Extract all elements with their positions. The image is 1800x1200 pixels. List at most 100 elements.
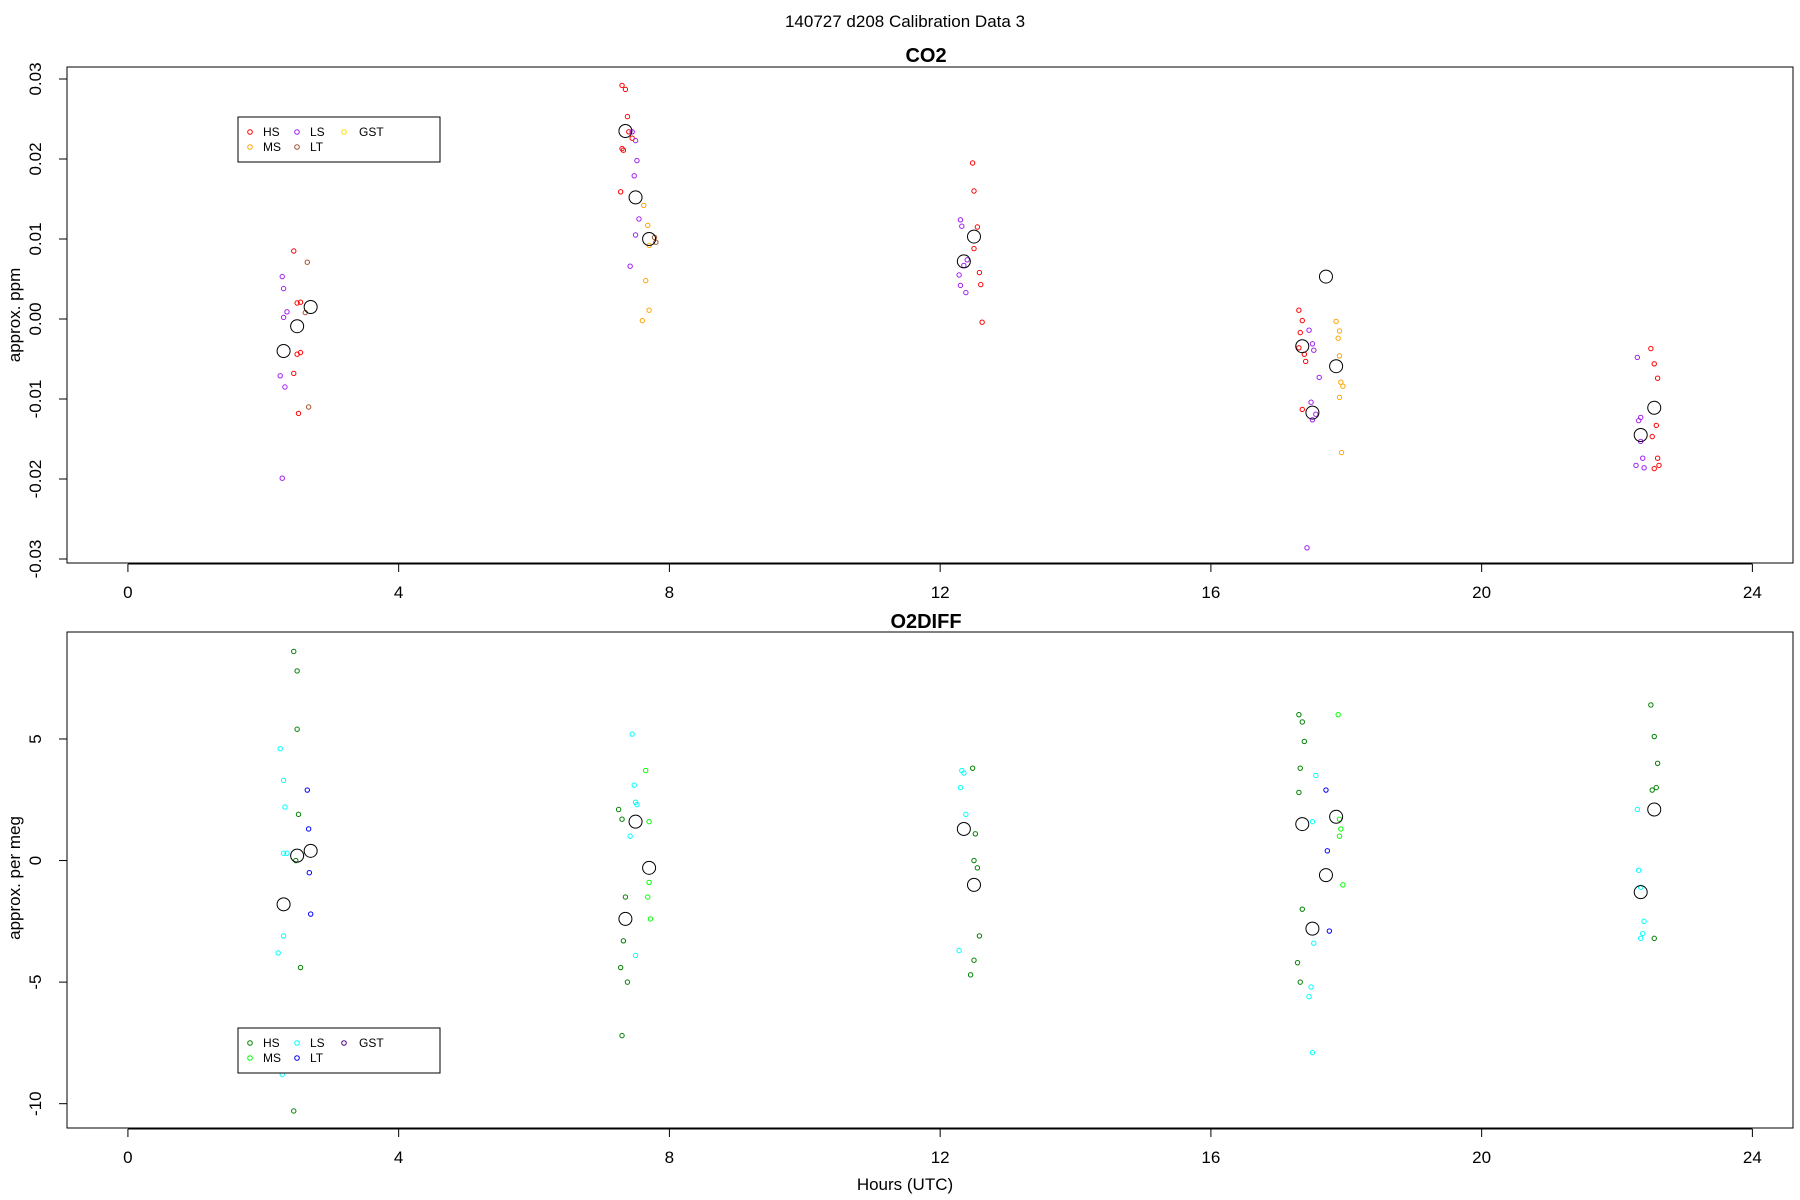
- o2diff-legend-marker-ls: [294, 1040, 300, 1046]
- o2diff-point-ls: [1635, 867, 1642, 873]
- co2-mean-point: [1305, 405, 1320, 420]
- co2-mean-point: [642, 232, 657, 246]
- co2-point-ls: [1633, 462, 1639, 469]
- co2-legend: HS MS LS LT GST: [237, 116, 441, 163]
- o2diff-point-hs: [967, 972, 974, 978]
- co2-point-hs: [1302, 358, 1309, 365]
- o2diff-plot-frame: [66, 631, 1794, 1129]
- o2diff-y-tick-label: 0: [26, 856, 45, 865]
- o2diff-point-ls: [280, 933, 287, 939]
- co2-point-ms: [643, 277, 649, 284]
- o2diff-point-ls: [957, 784, 964, 791]
- co2-point-ls: [631, 173, 637, 179]
- o2diff-point-lt: [305, 826, 312, 832]
- o2diff-point-hs: [1654, 760, 1661, 766]
- co2-point-ms: [1336, 353, 1343, 359]
- co2-point-hs: [1297, 329, 1303, 336]
- co2-point-hs: [1299, 317, 1305, 324]
- o2diff-point-hs: [297, 964, 304, 971]
- co2-mean-point: [956, 254, 971, 269]
- o2diff-point-hs: [617, 964, 624, 971]
- o2diff-x-tick-label: 24: [1743, 1148, 1762, 1167]
- o2diff-point-ls: [631, 782, 637, 788]
- o2diff-point-hs: [619, 1032, 625, 1039]
- o2diff-legend-label-lt: LT: [310, 1051, 324, 1065]
- co2-point-hs: [291, 370, 297, 377]
- o2diff-point-hs: [1297, 765, 1303, 771]
- o2diff-point-ls: [1634, 806, 1641, 813]
- co2-point-hs: [1648, 345, 1654, 352]
- o2diff-mean-point: [276, 897, 291, 912]
- co2-point-hs: [622, 86, 629, 93]
- o2diff-y-tick-label: 5: [26, 734, 45, 743]
- o2diff-mean-point: [618, 911, 633, 926]
- co2-point-hs: [1651, 361, 1657, 367]
- o2diff-point-hs: [295, 811, 302, 818]
- co2-legend-label-gst: GST: [359, 125, 384, 139]
- co2-point-ms: [1338, 379, 1344, 385]
- co2-point-ls: [1306, 327, 1312, 333]
- co2-legend-marker-gst: [341, 129, 347, 135]
- co2-point-ms: [1333, 318, 1339, 325]
- co2-point-ms: [1336, 394, 1343, 401]
- co2-point-hs: [1654, 375, 1661, 381]
- co2-point-ls: [963, 289, 969, 296]
- o2diff-point-ls: [280, 777, 287, 784]
- co2-y-axis-label: approx. ppm: [5, 268, 24, 363]
- co2-point-hs: [291, 248, 297, 254]
- o2diff-point-ms: [645, 894, 651, 900]
- co2-point-ls: [1311, 347, 1317, 353]
- co2-x-tick-label: 0: [123, 583, 132, 602]
- co2-legend-marker-ms: [247, 144, 253, 150]
- o2diff-mean-point: [628, 814, 643, 829]
- co2-point-ls: [1308, 399, 1314, 405]
- o2diff-legend-marker-lt: [294, 1055, 300, 1061]
- o2diff-point-hs: [615, 806, 622, 813]
- o2diff-x-axis-label: Hours (UTC): [857, 1175, 953, 1194]
- co2-x-tick-label: 16: [1201, 583, 1220, 602]
- co2-x-tick-label: 4: [394, 583, 403, 602]
- co2-point-ls: [1309, 341, 1316, 347]
- o2diff-mean-point: [642, 860, 657, 875]
- o2diff-y-axis-label: approx. per meg: [5, 816, 24, 940]
- o2diff-point-hs: [1653, 784, 1659, 791]
- o2diff-point-ls: [632, 952, 639, 959]
- co2-y-tick-label: -0.02: [26, 460, 45, 499]
- co2-x-axis: 0 4 8 12 16 20 24: [123, 563, 1762, 602]
- o2diff-point-lt: [1326, 928, 1333, 934]
- o2diff-points: [275, 648, 1662, 1114]
- o2diff-y-axis: -10 -5 0 5: [26, 734, 68, 1116]
- co2-point-hs: [1653, 422, 1659, 429]
- o2diff-legend-label-ls: LS: [310, 1036, 325, 1050]
- o2diff-point-lt: [1324, 848, 1331, 854]
- o2diff-mean-point: [303, 843, 318, 858]
- co2-point-ls: [957, 282, 964, 289]
- co2-point-ls: [956, 272, 962, 278]
- co2-y-tick-label: -0.03: [26, 540, 45, 579]
- o2diff-point-ls: [1638, 884, 1644, 890]
- o2diff-x-tick-label: 4: [394, 1148, 403, 1167]
- co2-point-ls: [632, 137, 639, 144]
- o2diff-mean-point: [1318, 868, 1333, 883]
- o2diff-point-ls: [280, 850, 287, 856]
- o2diff-point-hs: [974, 865, 981, 871]
- co2-mean-point: [628, 190, 643, 205]
- co2-legend-marker-hs: [247, 129, 253, 135]
- co2-point-hs: [1654, 455, 1661, 461]
- co2-point-hs: [1296, 345, 1302, 351]
- o2diff-point-hs: [1299, 719, 1305, 725]
- co2-mean-point: [618, 124, 633, 138]
- co2-mean-point: [966, 229, 981, 244]
- o2diff-point-ms: [1336, 833, 1343, 839]
- co2-point-ls: [284, 309, 290, 315]
- co2-point-ls: [1313, 411, 1319, 417]
- o2diff-point-hs: [1296, 711, 1302, 718]
- o2diff-legend-marker-gst: [341, 1040, 347, 1046]
- figure-suptitle: 140727 d208 Calibration Data 3: [785, 12, 1025, 31]
- co2-mean-point: [303, 300, 318, 314]
- co2-point-ls: [957, 217, 964, 223]
- co2-x-tick-label: 8: [665, 583, 674, 602]
- co2-y-tick-label: 0.01: [26, 222, 45, 255]
- o2diff-legend: HS MS LS LT GST: [237, 1027, 441, 1074]
- co2-y-tick-label: 0.00: [26, 302, 45, 335]
